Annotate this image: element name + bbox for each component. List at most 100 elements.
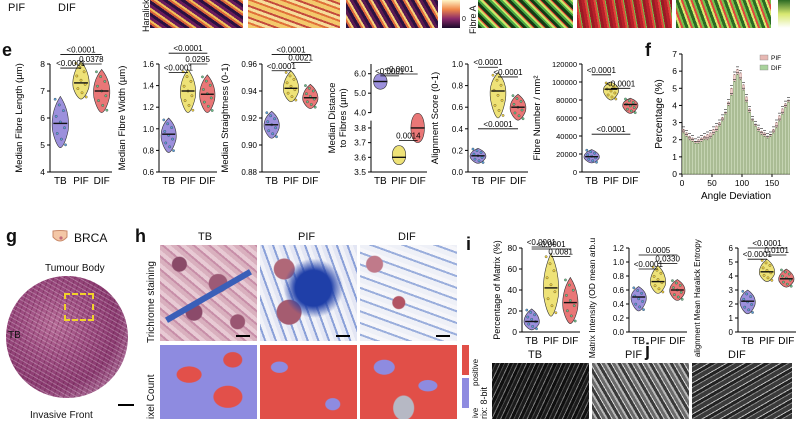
fibre-alignment-map-dif [676, 0, 771, 28]
p-value-label: 0.0021 [288, 54, 313, 63]
panel-letter-f: f [645, 40, 651, 60]
y-axis-label: Matrix alignment Mean Haralick Entropy (… [693, 238, 702, 358]
haralick-map-pif [248, 0, 340, 28]
p-value-label: <0.0001 [606, 79, 636, 88]
y-axis-label: Median Distance [327, 83, 338, 154]
data-point [182, 84, 186, 88]
y-tick-label: 8 [40, 59, 45, 69]
data-point [185, 75, 189, 78]
data-point [568, 283, 571, 287]
data-point [84, 95, 88, 99]
data-point [269, 114, 273, 118]
trichrome-dif [360, 245, 457, 341]
top-label-pif: PIF [8, 2, 26, 14]
y-tick-label: 0.94 [241, 87, 257, 96]
data-point [210, 109, 214, 112]
y-tick-label: 7 [672, 49, 677, 59]
data-point [628, 99, 631, 103]
top-label-dif: DIF [58, 2, 76, 14]
data-point [642, 308, 645, 311]
data-point [512, 102, 516, 106]
data-point [206, 104, 210, 108]
y-tick-label: 20 [508, 306, 518, 316]
p-value-label: <0.0001 [384, 65, 414, 74]
bar-dif [778, 120, 781, 175]
y-tick-label: 1.6 [143, 60, 155, 69]
data-point [585, 148, 589, 152]
data-point [634, 302, 638, 306]
y-tick-label: 20000 [556, 150, 577, 159]
p-value-label: 0.0014 [396, 132, 421, 141]
bar-dif [703, 139, 706, 175]
p-value-label: <0.0001 [752, 239, 782, 248]
y-tick-label: 3.8 [354, 123, 366, 133]
x-tick-label: PIF [543, 336, 559, 347]
data-point [761, 266, 765, 270]
haralick-colorbar [442, 0, 460, 28]
p-value-label: <0.0001 [483, 120, 513, 129]
bar-dif [685, 136, 688, 175]
data-point [308, 86, 311, 90]
data-point [652, 275, 656, 278]
h-row-pixel-count: ixel Count [146, 374, 157, 419]
data-point [273, 117, 276, 121]
y-tick-label: 0 [672, 169, 677, 179]
data-point [760, 259, 764, 262]
bar-dif [709, 137, 712, 175]
y-tick-label: 0.2 [613, 314, 625, 323]
data-point [678, 283, 682, 287]
y-tick-label: 1.0 [613, 258, 625, 267]
x-tick-label: TB [585, 176, 598, 187]
p-value-label: <0.0001 [527, 238, 557, 247]
y-tick-label: 60000 [556, 114, 577, 123]
y-tick-label: 40 [508, 285, 518, 295]
data-point [521, 117, 525, 121]
y-tick-label: 80000 [556, 96, 577, 105]
chart-alignment: 0.0 0.2 0.4 0.6 0.8 1.0 Alignment Score (0-1) T… [430, 58, 528, 187]
y-tick-label: 0 [512, 327, 517, 337]
bar-dif [772, 132, 775, 175]
data-point [593, 151, 596, 155]
p-value-label: <0.0001 [596, 125, 626, 134]
data-point [626, 107, 629, 111]
data-point [747, 308, 750, 312]
data-point [95, 70, 98, 74]
data-point [60, 137, 63, 141]
data-point [632, 106, 636, 109]
chart-distance: 4.0 5.0 6.0 3.5 3.6 3.7 3.8 Median Distance to F… [327, 64, 427, 187]
y-tick-label: 0.90 [241, 141, 257, 150]
x-tick-label: 150 [765, 178, 779, 188]
y-tick-label: 2 [729, 300, 734, 309]
data-point [62, 109, 65, 113]
data-point [743, 305, 747, 309]
x-tick-label: TB [54, 176, 67, 187]
y-tick-label: 6.0 [354, 69, 366, 79]
data-point [500, 99, 504, 102]
data-point [496, 93, 500, 97]
y-axis-label: Median Fibre Length (µm) [14, 63, 25, 173]
data-point [64, 143, 67, 147]
region-of-interest-box [64, 293, 94, 321]
data-point [768, 264, 772, 267]
y-tick-label: 0.0 [613, 328, 625, 337]
data-point [653, 284, 657, 288]
y-tick-label: 5 [729, 258, 734, 267]
haralick-map-dif [346, 0, 438, 28]
y-tick-label: 3.5 [354, 167, 366, 177]
data-point [495, 78, 499, 82]
data-point [546, 297, 550, 301]
data-point [780, 268, 783, 272]
data-point [750, 303, 753, 306]
data-point [591, 159, 594, 163]
data-point [569, 314, 573, 318]
data-point [292, 78, 296, 81]
data-point [519, 100, 523, 103]
x-tick-label: DIF [199, 176, 215, 187]
x-tick-label: PIF [650, 336, 666, 347]
y-tick-label: 0.6 [613, 286, 625, 295]
data-point [202, 88, 205, 91]
data-point [659, 271, 663, 275]
p-value-label: <0.0001 [56, 59, 86, 68]
x-tick-label: DIF [778, 336, 794, 347]
haralick-map-tb [150, 0, 243, 28]
